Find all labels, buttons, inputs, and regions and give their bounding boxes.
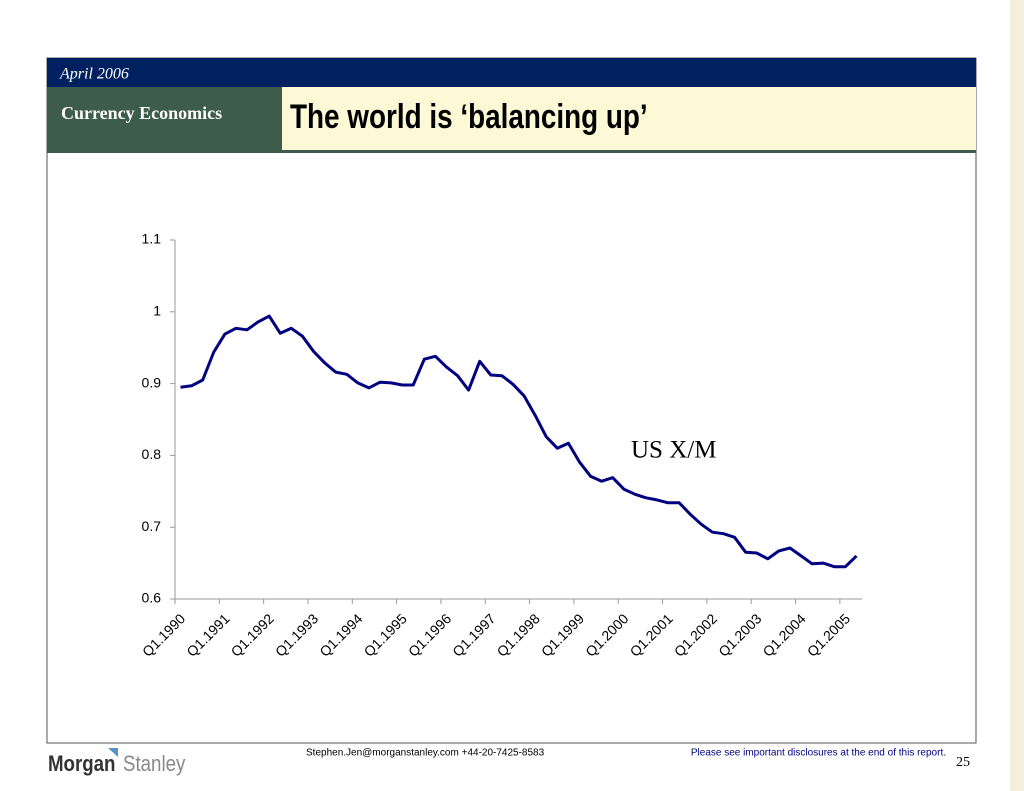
date: April 2006 [59, 66, 129, 83]
y-tick-label: 0.6 [142, 590, 162, 606]
y-tick-label: 0.7 [142, 518, 162, 534]
date-bar [47, 58, 976, 87]
y-tick-label: 1.1 [142, 231, 162, 247]
contact: Stephen.Jen@morganstanley.com +44-20-742… [306, 748, 545, 759]
logo-mark [108, 748, 118, 757]
y-tick-label: 0.9 [142, 374, 162, 390]
series-label: US X/M [631, 437, 716, 464]
y-tick-label: 0.8 [142, 446, 162, 462]
logo-morgan: Morgan [48, 752, 115, 776]
edge-stripe [1010, 0, 1024, 791]
logo-stanley: Stanley [123, 752, 186, 776]
page-number: 25 [956, 755, 970, 770]
disclosure: Please see important disclosures at the … [691, 748, 946, 759]
title: The world is ‘balancing up’ [290, 97, 648, 135]
title-rule [282, 150, 976, 153]
section-box [47, 87, 282, 153]
y-tick-label: 1 [153, 303, 161, 319]
title-box [282, 87, 976, 150]
series-line [180, 314, 858, 569]
frame [46, 57, 977, 744]
section: Currency Economics [61, 103, 222, 123]
